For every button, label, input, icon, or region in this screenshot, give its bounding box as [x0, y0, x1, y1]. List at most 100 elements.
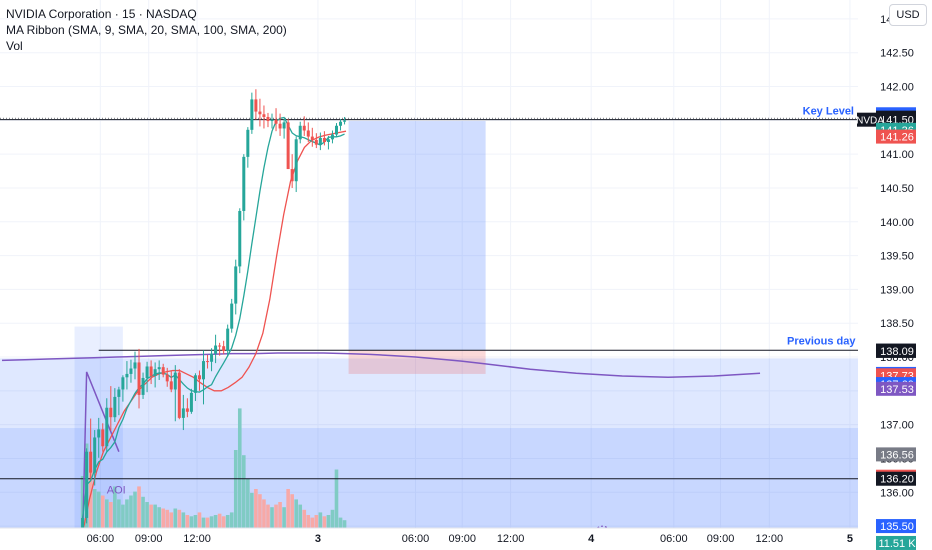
candle-body	[306, 130, 310, 137]
candle	[109, 386, 113, 431]
volume-bar	[157, 507, 161, 528]
candle	[274, 108, 278, 132]
volume-bar	[88, 469, 93, 528]
candle	[185, 398, 189, 418]
candle-body	[145, 366, 149, 378]
candle	[210, 348, 214, 372]
volume-bar	[125, 499, 129, 528]
candle-body	[343, 120, 347, 122]
candle	[141, 372, 145, 399]
candle-body	[125, 373, 129, 378]
candle	[177, 369, 181, 420]
candle	[101, 423, 105, 452]
candle	[161, 363, 165, 378]
candle	[85, 448, 89, 524]
volume-bar	[326, 515, 331, 528]
y-tick-label: 136.00	[880, 487, 914, 499]
candle	[254, 89, 258, 120]
candle-body	[286, 122, 290, 170]
price-label: 136.56	[876, 447, 916, 462]
candle	[89, 418, 93, 479]
volume-bar	[92, 489, 97, 528]
volume-indicator[interactable]: Vol	[6, 39, 23, 53]
volume-bar	[254, 489, 258, 528]
candle-body	[302, 125, 306, 131]
price-label-text: 138.09	[880, 346, 914, 358]
candle-body	[105, 407, 109, 447]
volume-bar	[225, 515, 230, 528]
candle	[113, 388, 117, 422]
candle	[318, 132, 322, 151]
candle	[322, 131, 326, 146]
currency-button[interactable]: USD	[889, 4, 927, 26]
candle-body	[322, 137, 326, 142]
y-tick-label: 138.50	[880, 318, 914, 330]
candle	[286, 119, 290, 170]
time-axis: 06:00 09:00 12:00 3 06:00 09:00 12:00 4 06:00 09:…	[0, 527, 858, 550]
volume-bar	[298, 504, 303, 528]
x-tick-label: 4	[588, 533, 595, 545]
price-label-bg	[876, 535, 916, 550]
candle-body	[334, 125, 338, 135]
sma-20-line	[81, 130, 347, 533]
volume-bar	[217, 513, 222, 528]
volume-bar	[318, 512, 323, 528]
x-tick-label: 09:00	[135, 533, 163, 545]
symbol-title[interactable]: NVIDIA Corporation · 15 · NASDAQ	[6, 7, 197, 21]
volume-bar	[246, 478, 250, 528]
price-label-text: 136.20	[880, 474, 914, 486]
candle	[197, 370, 201, 391]
volume-bar	[290, 494, 294, 528]
volume-bar	[117, 499, 121, 528]
volume-bar	[330, 509, 335, 528]
candle	[262, 105, 266, 129]
candle	[165, 367, 169, 387]
price-label: 137.53	[876, 381, 916, 396]
candle-body	[270, 119, 274, 122]
volume-bar	[197, 512, 202, 528]
y-tick-label: 141.00	[880, 149, 914, 161]
y-tick-label: 142.50	[880, 48, 914, 60]
candle-body	[290, 169, 294, 182]
price-axis: 143.00142.50142.00141.50141.00140.50140.…	[856, 0, 932, 550]
price-label: 136.20	[876, 471, 916, 486]
candles	[81, 89, 347, 545]
volume-bar	[342, 520, 347, 528]
candle-body	[121, 377, 125, 390]
long-position-stop	[348, 350, 486, 374]
candle	[266, 112, 270, 128]
price-label: 141.26	[876, 129, 916, 144]
aoi-label: AOI	[107, 485, 126, 497]
volume-bar	[121, 504, 125, 528]
candle	[282, 119, 286, 139]
candle-body	[282, 122, 286, 129]
sma-100-line	[1, 352, 761, 379]
volume-bar	[149, 504, 153, 528]
candle-body	[153, 369, 157, 376]
candle-body	[278, 123, 282, 129]
candle-body	[133, 362, 137, 369]
candle-body	[89, 451, 93, 473]
levels	[0, 117, 858, 540]
volume-bar	[104, 499, 109, 528]
candle	[339, 119, 343, 131]
candle	[314, 133, 318, 149]
candle-body	[169, 381, 173, 390]
ma-ribbon-indicator[interactable]: MA Ribbon (SMA, 9, SMA, 20, SMA, 100, SM…	[6, 23, 287, 37]
candle	[193, 373, 197, 401]
volume-bar	[278, 502, 282, 528]
candle	[169, 371, 173, 393]
y-tick-label: 140.50	[880, 183, 914, 195]
y-tick-label: 139.00	[880, 284, 914, 296]
candle	[242, 154, 246, 221]
candle	[133, 351, 137, 380]
volume-bar	[173, 508, 178, 528]
x-tick-label: 3	[315, 533, 321, 545]
candle-body	[129, 368, 133, 374]
volume-bar	[80, 476, 85, 528]
candle-body	[254, 99, 258, 112]
candle-body	[202, 361, 205, 380]
volume-bar	[237, 408, 242, 528]
